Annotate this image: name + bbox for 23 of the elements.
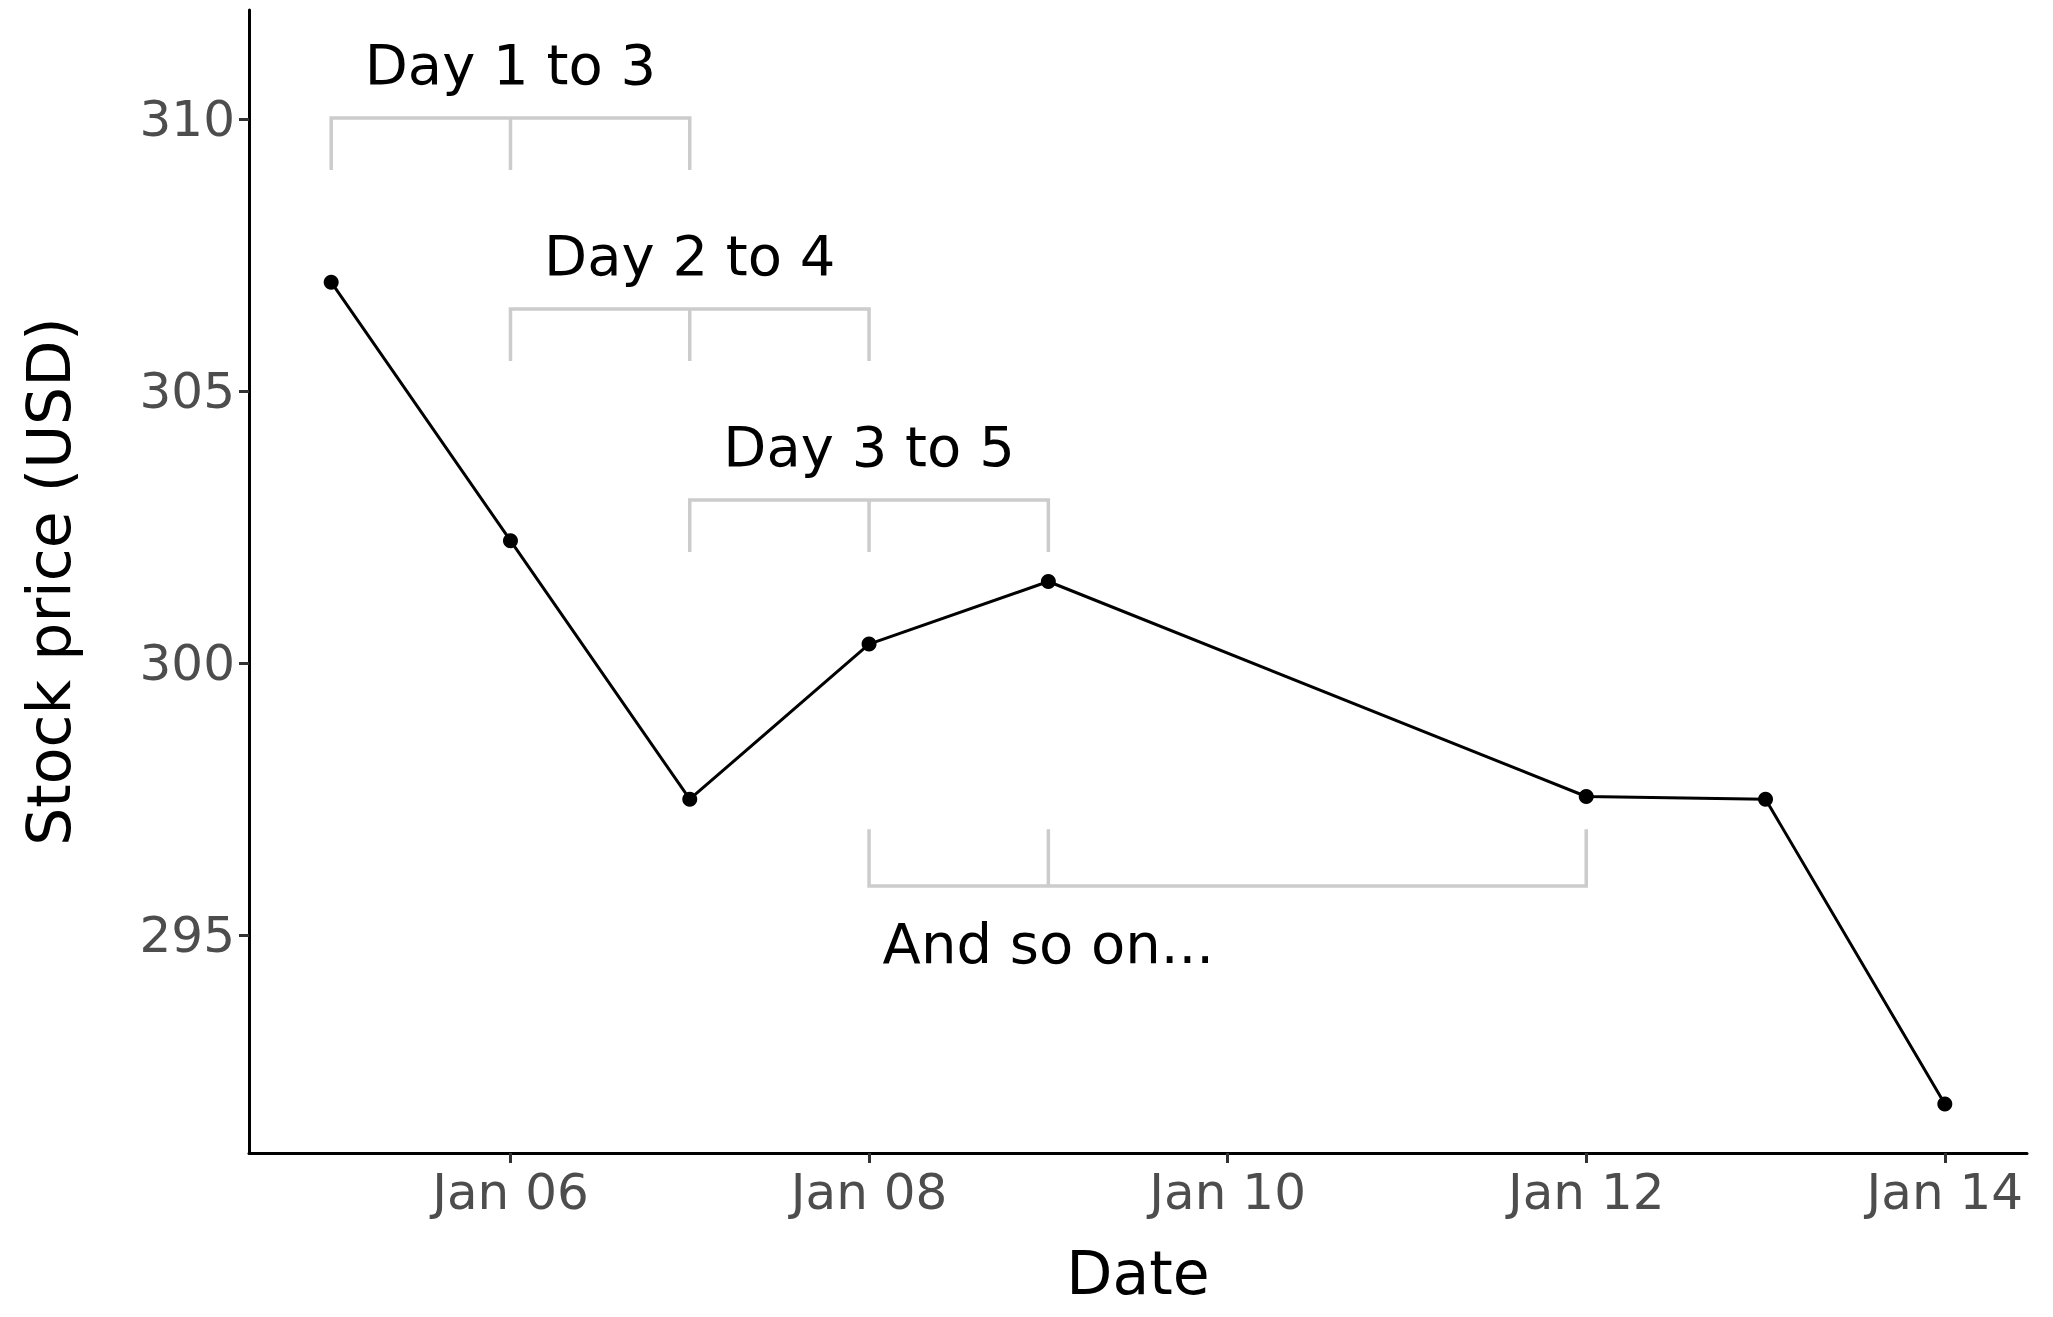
x-tick-label: Jan 12 bbox=[1504, 1163, 1665, 1221]
point bbox=[1758, 791, 1774, 807]
point bbox=[682, 791, 698, 807]
y-tick-label: 295 bbox=[139, 906, 235, 965]
annotation: Day 2 to 4 bbox=[544, 222, 836, 288]
x-tick-label: Jan 08 bbox=[787, 1163, 948, 1221]
x-tick-label: Jan 06 bbox=[429, 1163, 589, 1221]
x-axis-title: Date bbox=[1066, 1238, 1210, 1308]
y-tick-label: 310 bbox=[139, 89, 235, 148]
annotation: Day 1 to 3 bbox=[364, 31, 657, 97]
y-tick-label: 300 bbox=[139, 634, 235, 693]
y-axis-title: Stock price (USD) bbox=[14, 317, 84, 846]
annotation: Day 3 to 5 bbox=[723, 413, 1015, 479]
point bbox=[502, 533, 518, 549]
point bbox=[1937, 1096, 1953, 1112]
point bbox=[861, 636, 877, 652]
point bbox=[1040, 574, 1056, 589]
point bbox=[1578, 789, 1594, 804]
x-tick-label: Jan 10 bbox=[1146, 1163, 1306, 1221]
y-tick-label: 305 bbox=[139, 362, 235, 420]
x-tick-label: Jan 14 bbox=[1863, 1163, 2024, 1221]
annotation: And so on... bbox=[882, 910, 1215, 976]
point bbox=[323, 274, 339, 290]
